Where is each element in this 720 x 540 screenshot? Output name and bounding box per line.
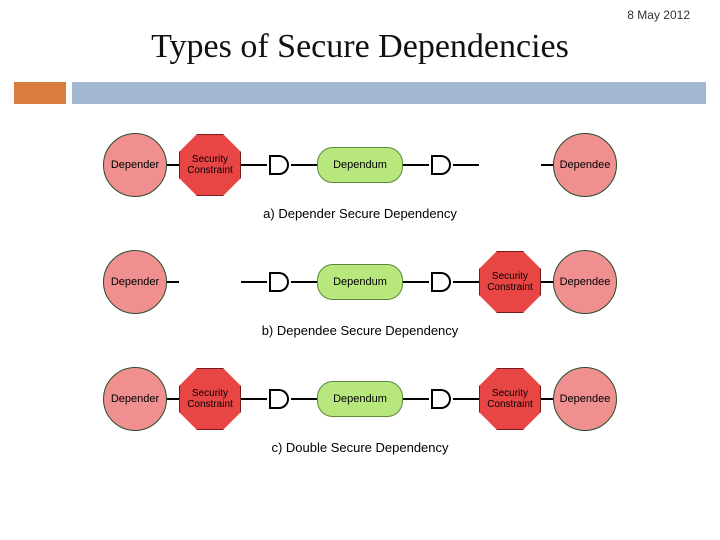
connector [241, 281, 267, 283]
d-symbol [431, 389, 451, 409]
accent-bar-blue [72, 82, 706, 104]
node-depender: Depender [103, 367, 167, 431]
d-symbol [269, 155, 289, 175]
d-symbol [431, 272, 451, 292]
title-bars [14, 82, 706, 104]
connector [167, 164, 179, 166]
node-security-constraint: SecurityConstraint [179, 368, 241, 430]
node-security-constraint: SecurityConstraint [479, 251, 541, 313]
row-c: Depender SecurityConstraint Dependum Sec… [0, 354, 720, 444]
spacer [179, 277, 241, 287]
row-b: Depender Dependum SecurityConstraint Dep… [0, 237, 720, 327]
page-title: Types of Secure Dependencies [0, 28, 720, 66]
d-symbol [269, 389, 289, 409]
d-symbol [431, 155, 451, 175]
connector [541, 398, 553, 400]
connector [453, 281, 479, 283]
connector [291, 281, 317, 283]
connector [453, 398, 479, 400]
d-symbol [269, 272, 289, 292]
connector [241, 164, 267, 166]
connector [453, 164, 479, 166]
connector [403, 398, 429, 400]
node-dependee: Dependee [553, 133, 617, 197]
node-security-constraint: SecurityConstraint [479, 368, 541, 430]
accent-bar-orange [14, 82, 66, 104]
diagram-area: Depender SecurityConstraint Dependum Dep… [0, 120, 720, 471]
connector [541, 281, 553, 283]
connector [291, 398, 317, 400]
connector [291, 164, 317, 166]
connector [403, 281, 429, 283]
node-dependee: Dependee [553, 367, 617, 431]
connector [167, 281, 179, 283]
node-dependee: Dependee [553, 250, 617, 314]
node-dependum: Dependum [317, 264, 403, 300]
node-depender: Depender [103, 250, 167, 314]
node-security-constraint: SecurityConstraint [179, 134, 241, 196]
connector [167, 398, 179, 400]
node-dependum: Dependum [317, 381, 403, 417]
node-dependum: Dependum [317, 147, 403, 183]
connector [403, 164, 429, 166]
spacer [479, 160, 541, 170]
row-a: Depender SecurityConstraint Dependum Dep… [0, 120, 720, 210]
connector [241, 398, 267, 400]
date-text: 8 May 2012 [627, 8, 690, 22]
node-depender: Depender [103, 133, 167, 197]
connector [541, 164, 553, 166]
